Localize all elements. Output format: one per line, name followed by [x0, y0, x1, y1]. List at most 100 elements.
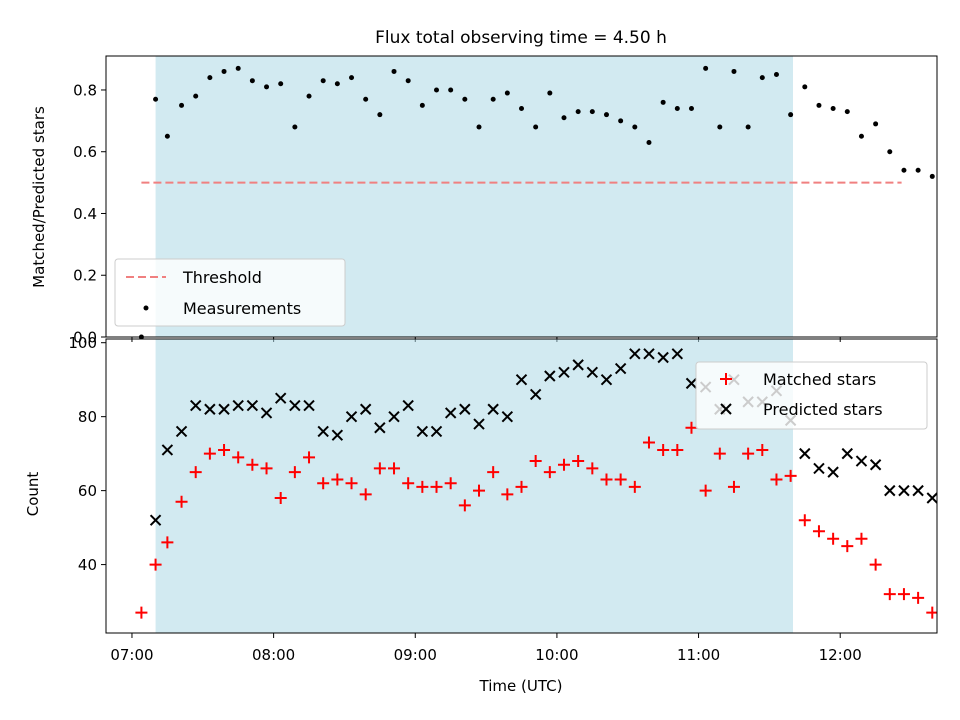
- predicted-stars-point: [941, 512, 951, 522]
- measurement-point: [773, 72, 779, 78]
- measurement-point: [391, 68, 397, 74]
- predicted-stars-point: [444, 407, 457, 419]
- measurement-point: [363, 96, 369, 102]
- matched-stars-point: [855, 532, 868, 545]
- predicted-stars-point: [586, 366, 599, 378]
- predicted-stars-point: [246, 399, 259, 412]
- matched-stars-point: [770, 473, 783, 486]
- bottom-legend-box: [695, 361, 928, 430]
- measurement-point: [703, 65, 709, 71]
- predicted-stars-point: [956, 512, 960, 522]
- matched-stars-point: [869, 558, 882, 571]
- measurement-point: [504, 90, 510, 96]
- y-tick-label: 100: [68, 334, 97, 352]
- predicted-stars-point: [359, 403, 372, 415]
- chart-title: Flux total observing time = 4.50 h: [375, 28, 667, 48]
- predicted-stars-point: [643, 348, 655, 360]
- measurement-point: [320, 78, 326, 84]
- measurement-point: [575, 109, 581, 115]
- bottom-panel: 40 60 80 100 07:00 08:00 09:00 10:00 11:00 12:00…: [24, 334, 960, 695]
- measurement-point: [179, 102, 185, 108]
- legend-predicted-label: Predicted stars: [763, 400, 883, 419]
- measurement-point: [334, 81, 340, 87]
- predicted-stars-point: [274, 392, 287, 404]
- x-tick-label: 08:00: [252, 646, 295, 664]
- measurement-point: [561, 115, 567, 121]
- matched-stars-point: [458, 499, 471, 512]
- matched-stars-point: [671, 443, 684, 456]
- matched-stars-point: [274, 492, 287, 505]
- measurement-point: [759, 75, 765, 81]
- matched-stars-point: [955, 603, 960, 615]
- measurement-point: [802, 84, 808, 90]
- measurement-point: [292, 124, 298, 130]
- matched-stars-point: [926, 606, 937, 619]
- predicted-stars-point: [161, 444, 174, 456]
- measurement-point: [944, 189, 949, 194]
- predicted-stars-point: [572, 359, 584, 371]
- predicted-stars-point: [912, 484, 924, 497]
- matched-stars-point: [388, 462, 401, 475]
- y-tick-label: 60: [78, 482, 97, 500]
- predicted-stars-point: [558, 366, 570, 378]
- matched-stars-point: [557, 458, 570, 471]
- predicted-stars-point: [515, 373, 528, 386]
- measurement-points: [138, 65, 949, 340]
- y-tick-label: 0.4: [73, 205, 97, 223]
- predicted-stars-point: [841, 447, 853, 460]
- measurement-point: [618, 118, 624, 124]
- matched-stars-point: [189, 466, 202, 479]
- predicted-stars-point: [544, 370, 556, 382]
- top-y-axis-label: Matched/Predicted stars: [30, 106, 48, 288]
- measurement-point: [589, 109, 595, 115]
- predicted-stars-point: [501, 410, 514, 423]
- measurement-point: [603, 112, 609, 118]
- matched-stars-point: [345, 477, 358, 490]
- predicted-stars-point: [529, 388, 542, 401]
- matched-stars-point: [642, 436, 655, 449]
- measurement-point: [688, 105, 694, 111]
- measurement-point: [915, 167, 921, 173]
- legend-predicted-swatch: [720, 403, 732, 415]
- predicted-stars-point: [898, 484, 910, 497]
- predicted-stars-point: [813, 462, 825, 475]
- predicted-stars-point: [926, 492, 937, 504]
- y-tick-label: 0.2: [73, 267, 97, 285]
- predicted-stars-point: [175, 425, 188, 438]
- matched-stars-point: [175, 495, 188, 508]
- predicted-stars-point: [289, 399, 301, 412]
- count-points: [135, 348, 960, 619]
- y-tick-label: 80: [78, 408, 97, 426]
- predicted-stars-point: [149, 514, 162, 526]
- measurement-point: [349, 75, 355, 81]
- predicted-stars-point: [260, 407, 273, 419]
- matched-stars-point: [614, 473, 627, 486]
- top-y-ticks: 0.0 0.2 0.4 0.6 0.8: [73, 81, 106, 347]
- matched-stars-point: [416, 480, 429, 493]
- measurement-point: [419, 102, 425, 108]
- matched-stars-point: [359, 488, 372, 501]
- y-tick-label: 0.0: [73, 329, 97, 347]
- predicted-stars-point: [402, 399, 414, 412]
- measurement-point: [844, 109, 850, 115]
- matched-stars-point: [303, 451, 316, 464]
- bottom-x-ticks: 07:00 08:00 09:00 10:00 11:00 12:00: [110, 633, 862, 664]
- bottom-y-axis-label: Count: [24, 472, 42, 517]
- measurement-point: [462, 96, 468, 102]
- predicted-stars-point: [614, 362, 627, 375]
- predicted-stars-point: [331, 429, 344, 441]
- legend-measurements-swatch: [143, 305, 149, 311]
- predicted-stars-point: [303, 399, 315, 412]
- measurement-point: [278, 81, 284, 87]
- matched-stars-point: [798, 514, 811, 527]
- x-tick-label: 11:00: [677, 646, 720, 664]
- matched-stars-point: [742, 447, 755, 460]
- measurement-point: [193, 93, 199, 99]
- measurement-point: [717, 124, 723, 130]
- measurement-point: [164, 133, 170, 139]
- matched-stars-point: [317, 477, 330, 490]
- predicted-stars-point: [827, 466, 839, 478]
- matched-stars-point: [260, 462, 273, 475]
- predicted-stars-point: [430, 425, 443, 438]
- top-panel: 0.00.20.40.60.8 Matched/Predicted stars …: [30, 55, 949, 347]
